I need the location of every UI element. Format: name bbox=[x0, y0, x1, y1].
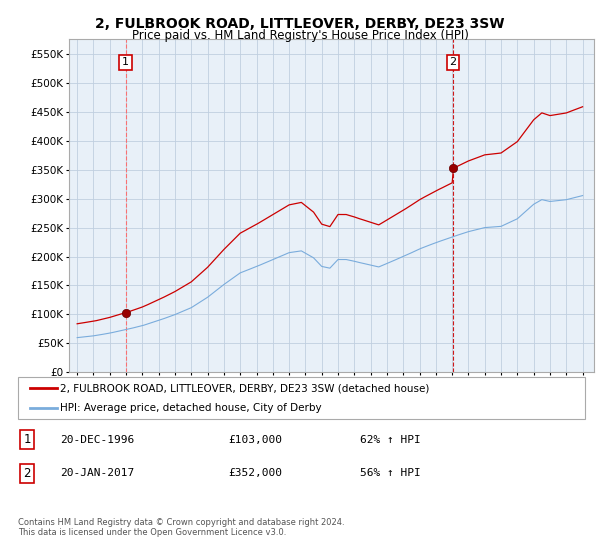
Text: 1: 1 bbox=[122, 57, 129, 67]
Text: HPI: Average price, detached house, City of Derby: HPI: Average price, detached house, City… bbox=[60, 403, 322, 413]
Text: 62% ↑ HPI: 62% ↑ HPI bbox=[360, 435, 421, 445]
Text: 20-JAN-2017: 20-JAN-2017 bbox=[60, 468, 134, 478]
Text: 2, FULBROOK ROAD, LITTLEOVER, DERBY, DE23 3SW (detached house): 2, FULBROOK ROAD, LITTLEOVER, DERBY, DE2… bbox=[60, 383, 430, 393]
Text: 2: 2 bbox=[449, 57, 457, 67]
Text: 2, FULBROOK ROAD, LITTLEOVER, DERBY, DE23 3SW: 2, FULBROOK ROAD, LITTLEOVER, DERBY, DE2… bbox=[95, 17, 505, 31]
Text: 1: 1 bbox=[23, 433, 31, 446]
Text: Contains HM Land Registry data © Crown copyright and database right 2024.
This d: Contains HM Land Registry data © Crown c… bbox=[18, 518, 344, 538]
Text: Price paid vs. HM Land Registry's House Price Index (HPI): Price paid vs. HM Land Registry's House … bbox=[131, 29, 469, 42]
Text: £352,000: £352,000 bbox=[228, 468, 282, 478]
Text: £103,000: £103,000 bbox=[228, 435, 282, 445]
Text: 20-DEC-1996: 20-DEC-1996 bbox=[60, 435, 134, 445]
Text: 2: 2 bbox=[23, 466, 31, 480]
Text: 56% ↑ HPI: 56% ↑ HPI bbox=[360, 468, 421, 478]
